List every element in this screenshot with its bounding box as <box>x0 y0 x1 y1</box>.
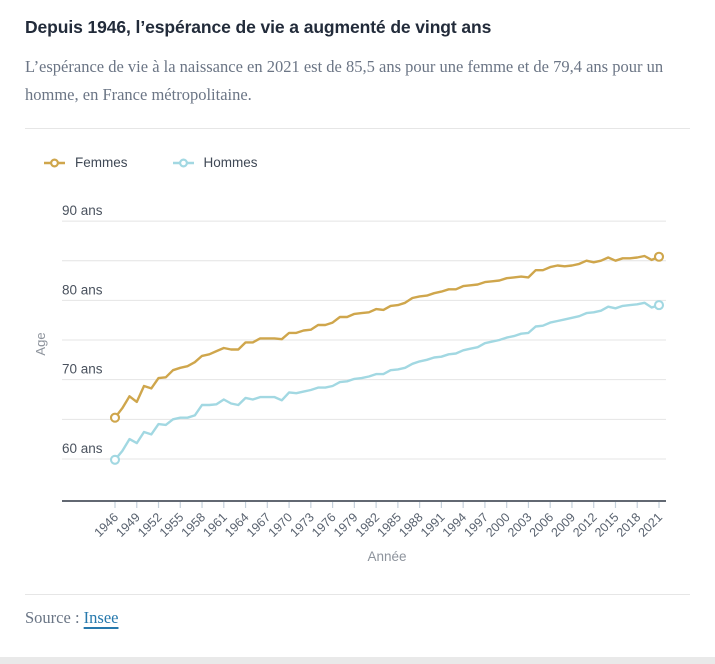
series-line-hommes[interactable] <box>113 301 661 461</box>
x-tick-label: 2000 <box>483 510 513 540</box>
x-tick-label: 2015 <box>592 510 622 540</box>
chart-container: 90 ans 80 ans 70 ans 60 ans 1946 1949 1952 1955… <box>20 176 715 574</box>
y-tick-label: 80 ans <box>62 282 103 297</box>
legend-label: Hommes <box>203 155 258 171</box>
x-tick-label: 1982 <box>353 510 383 540</box>
chart-subtitle: L’espérance de vie à la naissance en 202… <box>25 57 664 105</box>
x-tick-label: 2018 <box>614 510 644 540</box>
y-axis-title: Age <box>33 332 48 355</box>
next-section-edge <box>0 657 715 664</box>
y-tick-label: 90 ans <box>62 203 103 218</box>
line-chart[interactable]: 90 ans 80 ans 70 ans 60 ans 1946194919521955… <box>20 176 690 574</box>
x-tick-label: 2006 <box>527 510 557 540</box>
x-tick-label: 1952 <box>135 510 165 540</box>
legend-marker-icon <box>172 158 194 168</box>
x-tick-label: 1988 <box>396 510 426 540</box>
x-tick-label: 1955 <box>157 510 187 540</box>
legend-item-hommes[interactable]: Hommes <box>172 155 258 170</box>
x-axis-ticks: 1946194919521955195819611964196719701973… <box>92 501 666 540</box>
x-tick-label: 2009 <box>549 510 579 540</box>
x-tick-label: 1970 <box>266 510 296 540</box>
series-endpoint-marker-hommes[interactable] <box>653 299 665 310</box>
y-tick-label: 60 ans <box>62 441 103 456</box>
y-axis-labels: 90 ans 80 ans 70 ans 60 ans <box>62 203 103 456</box>
x-tick-label: 1967 <box>244 510 274 540</box>
x-tick-label: 1946 <box>92 510 122 540</box>
x-tick-label: 2003 <box>505 510 535 540</box>
header-block: Depuis 1946, l’espérance de vie a augmen… <box>0 0 715 110</box>
x-tick-label: 1976 <box>309 510 339 540</box>
x-tick-label: 1997 <box>461 510 491 540</box>
x-tick-label: 1991 <box>418 510 448 540</box>
source-prefix: Source : <box>25 607 84 627</box>
series-endpoint-marker-femmes[interactable] <box>653 251 665 262</box>
source-link[interactable]: Insee <box>83 607 119 627</box>
x-tick-label: 1973 <box>287 510 317 540</box>
gridlines <box>62 220 666 460</box>
legend-marker-icon <box>44 158 65 168</box>
x-tick-label: 1964 <box>222 510 252 540</box>
x-tick-label: 2012 <box>570 510 600 540</box>
x-tick-label: 1961 <box>200 510 230 540</box>
x-tick-label: 2021 <box>636 510 666 540</box>
series-endpoint-marker-hommes[interactable] <box>109 454 121 465</box>
legend-label: Femmes <box>75 155 128 171</box>
series-endpoint-marker-femmes[interactable] <box>109 412 121 423</box>
series-line-femmes[interactable] <box>113 254 661 419</box>
source-line: Source : Insee <box>25 608 690 628</box>
top-divider <box>25 127 690 129</box>
legend-item-femmes[interactable]: Femmes <box>43 155 128 170</box>
x-axis-title: Année <box>367 549 406 564</box>
y-tick-label: 70 ans <box>62 361 103 376</box>
bottom-divider <box>25 593 690 595</box>
x-tick-label: 1949 <box>113 510 143 540</box>
x-tick-label: 1958 <box>179 510 209 540</box>
x-tick-label: 1994 <box>440 510 470 540</box>
page-title: Depuis 1946, l’espérance de vie a augmen… <box>25 17 492 37</box>
x-tick-label: 1979 <box>331 510 361 540</box>
x-tick-label: 1985 <box>374 510 404 540</box>
chart-legend: Femmes Hommes <box>43 154 715 172</box>
